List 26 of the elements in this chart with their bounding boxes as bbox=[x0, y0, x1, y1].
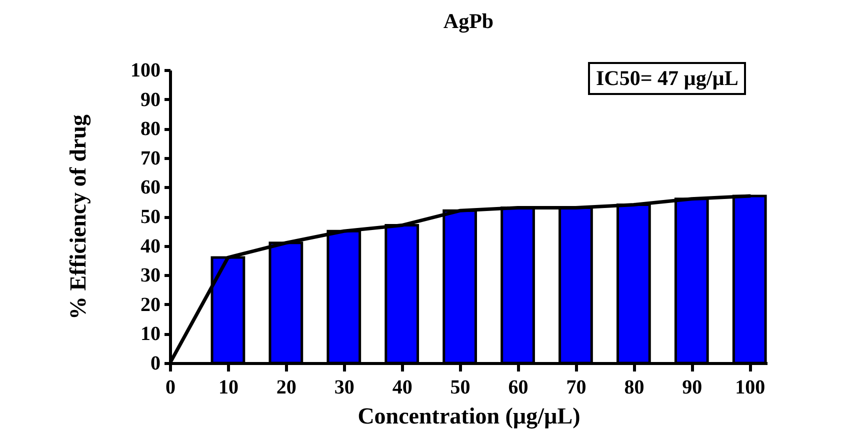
x-tick-label: 90 bbox=[682, 376, 702, 398]
x-tick-label: 20 bbox=[276, 376, 296, 398]
y-tick-label: 30 bbox=[140, 264, 160, 287]
x-tick-label: 100 bbox=[735, 376, 766, 398]
y-axis-title: % Efficiency of drug bbox=[66, 114, 92, 320]
x-tick-label: 0 bbox=[166, 376, 176, 398]
y-tick-label: 0 bbox=[150, 352, 160, 374]
x-tick-label: 30 bbox=[334, 376, 354, 398]
y-tick-label: 10 bbox=[140, 323, 160, 346]
y-tick-label: 50 bbox=[140, 206, 160, 228]
chart-title: AgPb bbox=[443, 9, 494, 33]
y-tick-label: 70 bbox=[140, 147, 160, 170]
y-tick-label: 20 bbox=[140, 294, 160, 316]
annotation: IC50= 47 µg/µL bbox=[588, 62, 746, 95]
y-tick-label: 80 bbox=[140, 118, 160, 140]
x-tick-label: 60 bbox=[508, 376, 528, 398]
x-tick-label: 40 bbox=[392, 376, 412, 398]
y-tick-label: 90 bbox=[140, 88, 160, 111]
x-tick-label: 50 bbox=[450, 376, 470, 398]
x-tick-label: 70 bbox=[566, 376, 586, 398]
y-tick-label: 60 bbox=[140, 176, 160, 199]
y-tick-label: 40 bbox=[140, 235, 160, 258]
y-tick-label: 100 bbox=[130, 60, 160, 82]
x-tick-label: 10 bbox=[218, 376, 238, 398]
x-axis-title: Concentration (µg/µL) bbox=[358, 404, 580, 430]
x-tick-label: 80 bbox=[624, 376, 644, 398]
